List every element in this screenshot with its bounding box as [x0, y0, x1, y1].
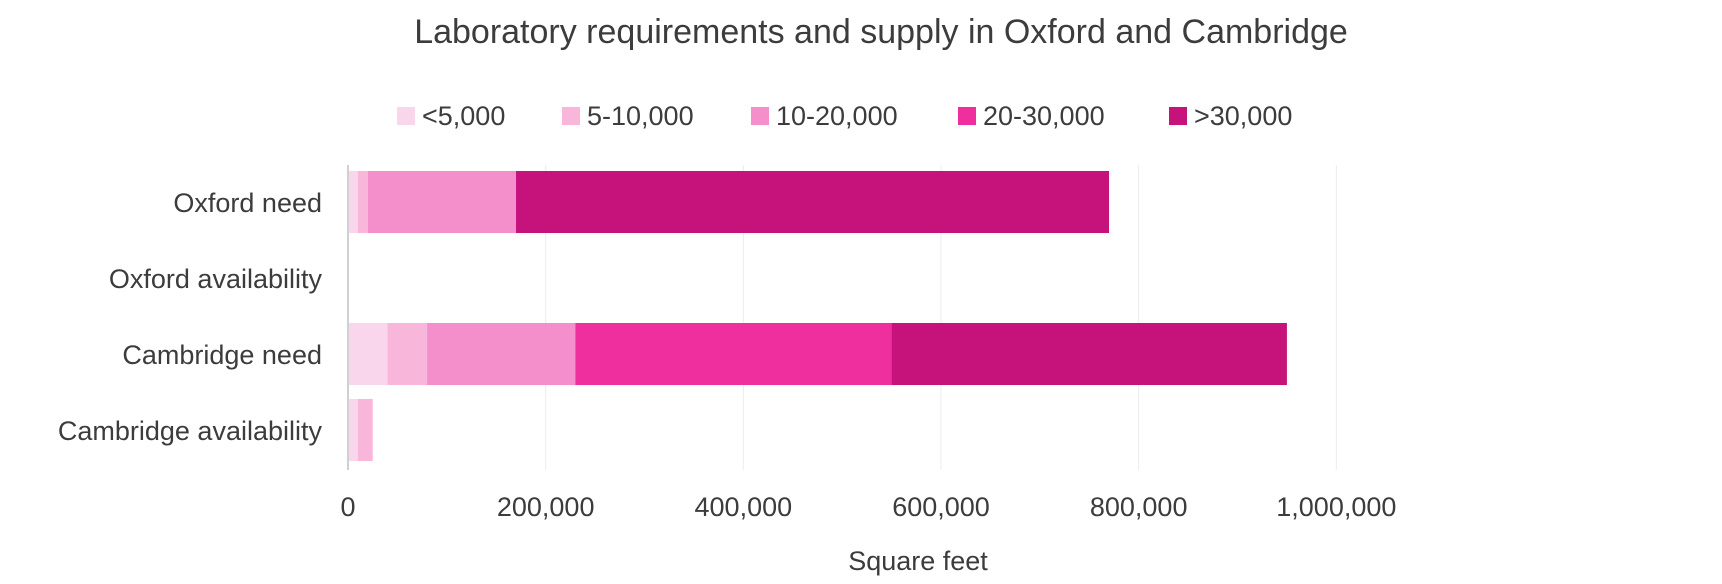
- bar-2-0: [348, 323, 388, 385]
- bar-3-0: [348, 399, 358, 461]
- bar-0-4: [516, 171, 1110, 233]
- category-label-2: Cambridge need: [122, 340, 322, 370]
- x-tick-label-5: 1,000,000: [1276, 492, 1396, 522]
- category-label-0: Oxford need: [173, 188, 322, 218]
- bar-2-1: [387, 323, 428, 385]
- bar-3-1: [357, 399, 373, 461]
- legend-swatch-1: [562, 107, 580, 125]
- x-tick-label-0: 0: [340, 492, 355, 522]
- x-tick-label-4: 800,000: [1090, 492, 1188, 522]
- legend-label-4: >30,000: [1194, 101, 1292, 131]
- bars: [348, 171, 1287, 461]
- x-tick-labels: 0 200,000 400,000 600,000 800,000 1,000,000: [340, 492, 1396, 522]
- legend-swatch-2: [751, 107, 769, 125]
- x-tick-label-1: 200,000: [497, 492, 595, 522]
- bar-0-1: [357, 171, 368, 233]
- legend-label-2: 10-20,000: [776, 101, 898, 131]
- legend-swatch-3: [958, 107, 976, 125]
- bar-0-2: [367, 171, 517, 233]
- chart-title: Laboratory requirements and supply in Ox…: [414, 13, 1348, 51]
- bar-2-3: [575, 323, 892, 385]
- legend-label-1: 5-10,000: [587, 101, 694, 131]
- bar-2-4: [891, 323, 1287, 385]
- x-axis-title: Square feet: [848, 546, 988, 576]
- category-labels: Oxford need Oxford availability Cambridge …: [58, 188, 323, 446]
- bar-0-0: [348, 171, 358, 233]
- category-label-1: Oxford availability: [109, 264, 323, 294]
- bar-2-2: [427, 323, 576, 385]
- legend-swatch-0: [397, 107, 415, 125]
- legend-label-0: <5,000: [422, 101, 505, 131]
- category-label-3: Cambridge availability: [58, 416, 323, 446]
- x-tick-label-3: 600,000: [892, 492, 990, 522]
- legend: <5,000 5-10,000 10-20,000 20-30,000 >30,000: [397, 101, 1292, 131]
- legend-swatch-4: [1169, 107, 1187, 125]
- legend-label-3: 20-30,000: [983, 101, 1105, 131]
- x-tick-label-2: 400,000: [695, 492, 793, 522]
